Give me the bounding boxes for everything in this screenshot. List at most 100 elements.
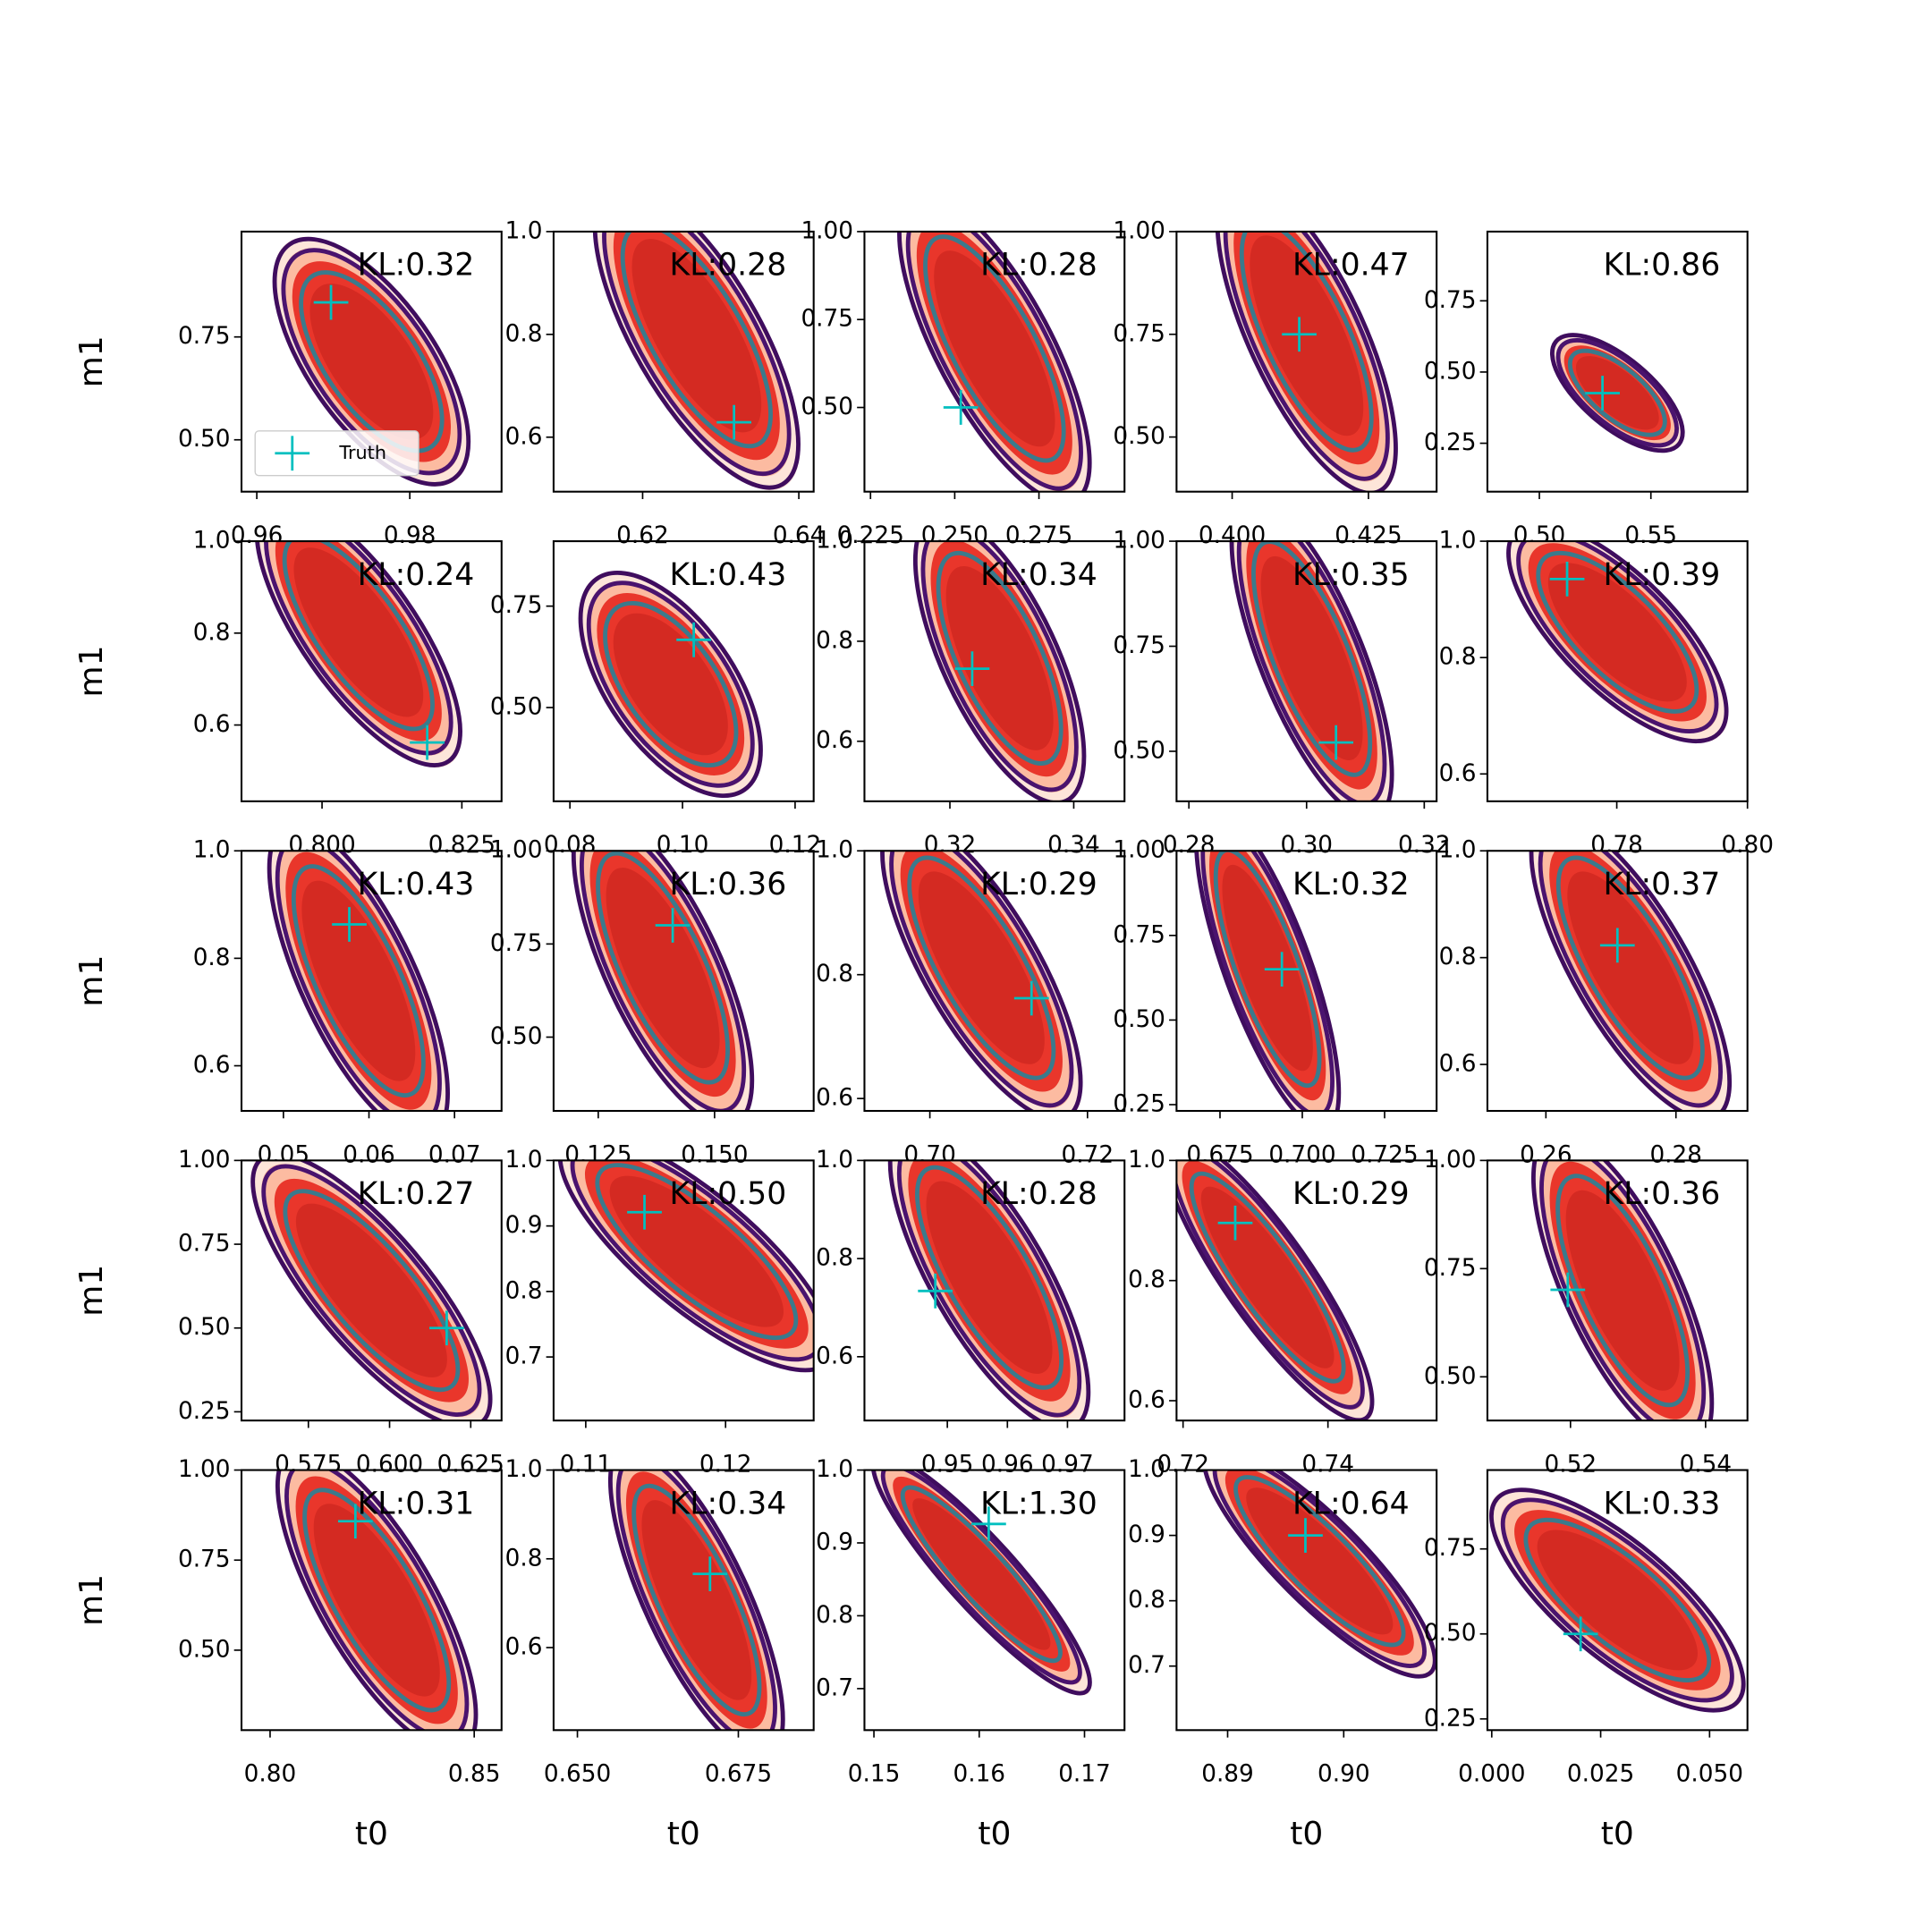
kl-annotation: KL:0.43 [358, 867, 475, 902]
y-tick-label: 0.8 [1128, 1587, 1165, 1614]
axes-frame [1486, 1469, 1749, 1732]
kl-annotation: KL:0.43 [670, 557, 787, 593]
truth-marker [627, 1194, 662, 1230]
axes-frame [552, 230, 815, 493]
kl-annotation: KL:0.34 [980, 557, 1097, 593]
y-axis-label: m1 [73, 335, 110, 387]
y-tick-label: 1.0 [816, 1147, 853, 1174]
y-tick-label: 0.50 [1113, 737, 1165, 764]
x-tick-label: 0.52 [1545, 1452, 1597, 1479]
density-contour [1176, 1160, 1375, 1421]
y-tick-label: 0.75 [178, 1546, 231, 1573]
axes-frame [240, 540, 503, 802]
y-tick-label: 1.00 [490, 837, 543, 864]
axes-frame [552, 850, 815, 1113]
density-contour [620, 231, 773, 449]
kl-annotation: KL:0.47 [1292, 248, 1410, 284]
y-tick-label: 0.6 [816, 1085, 853, 1112]
density-contour [1500, 1497, 1734, 1703]
density-fill [631, 239, 762, 433]
axes-frame [863, 1469, 1126, 1732]
y-axis-label: m1 [73, 955, 110, 1007]
density-fill [295, 1203, 447, 1377]
x-tick-label: 0.000 [1458, 1761, 1525, 1788]
x-tick-label: 0.55 [1624, 522, 1677, 549]
density-contour [302, 1487, 452, 1713]
kl-annotation: KL:0.32 [1292, 867, 1410, 902]
y-tick-label: 1.0 [1128, 1147, 1165, 1174]
density-contour [275, 1470, 479, 1731]
truth-marker [1599, 928, 1635, 963]
x-tick-label: 0.32 [1398, 832, 1451, 859]
kl-annotation: KL:0.35 [1292, 557, 1410, 593]
density-contour [880, 1470, 1082, 1685]
density [887, 1160, 1091, 1421]
y-tick-label: 0.7 [816, 1674, 853, 1701]
truth-marker [716, 404, 752, 440]
x-tick-label: 0.64 [773, 522, 826, 549]
x-tick-label: 0.74 [1301, 1452, 1354, 1479]
density-contour [1538, 851, 1723, 1108]
density-contour [1555, 1174, 1690, 1408]
density [254, 541, 462, 768]
y-tick-label: 0.50 [178, 1314, 231, 1341]
y-tick-label: 1.0 [816, 837, 853, 864]
y-tick-label: 1.00 [1424, 1147, 1477, 1174]
density-contour [1539, 1160, 1707, 1421]
truth-marker [313, 284, 349, 320]
x-axis-label: t0 [1601, 1816, 1634, 1852]
density-fill [1250, 235, 1364, 436]
density-contour [1233, 1475, 1406, 1648]
density [250, 1160, 493, 1421]
x-tick-label: 0.11 [560, 1452, 613, 1479]
x-tick-label: 0.97 [1041, 1452, 1094, 1479]
density-fill [606, 868, 720, 1069]
y-tick-label: 1.0 [816, 528, 853, 555]
kl-annotation: KL:0.36 [670, 867, 787, 902]
y-tick-label: 0.6 [505, 1634, 543, 1661]
truth-marker [1549, 561, 1585, 597]
x-tick-label: 0.34 [1047, 832, 1100, 859]
x-tick-label: 0.600 [356, 1452, 423, 1479]
density [1215, 231, 1398, 492]
kl-annotation: KL:1.30 [980, 1486, 1097, 1521]
density-contour [1251, 541, 1373, 777]
density-contour [570, 1160, 814, 1362]
density [1229, 541, 1394, 801]
density-contour [1555, 338, 1680, 448]
density-contour [920, 541, 1079, 792]
density-contour [595, 1163, 799, 1341]
kl-annotation: KL:0.28 [980, 248, 1097, 284]
y-tick-label: 1.0 [1439, 837, 1477, 864]
x-axis-label: t0 [978, 1816, 1011, 1852]
density [275, 1470, 479, 1731]
density-contour [897, 231, 1092, 492]
y-tick-label: 0.25 [1424, 1705, 1477, 1732]
density-fill [945, 566, 1054, 750]
y-tick-label: 1.00 [178, 1147, 231, 1174]
kl-annotation: KL:0.28 [670, 248, 787, 284]
density-contour [1229, 541, 1394, 801]
x-axis-label: t0 [355, 1816, 388, 1852]
y-tick-label: 0.9 [816, 1529, 853, 1555]
density-contour [896, 1160, 1082, 1418]
x-tick-label: 0.80 [244, 1761, 297, 1788]
kl-annotation: KL:0.36 [1604, 1176, 1721, 1212]
y-tick-label: 1.0 [1128, 1456, 1165, 1483]
kl-annotation: KL:0.32 [358, 248, 475, 284]
density-contour [267, 851, 450, 1111]
density-contour [261, 1164, 482, 1417]
density-contour [1516, 541, 1719, 733]
x-tick-label: 0.050 [1676, 1761, 1743, 1788]
density-contour [1213, 851, 1322, 1089]
y-tick-label: 0.75 [490, 930, 543, 957]
density [880, 851, 1083, 1111]
density-fill [1547, 563, 1687, 702]
truth-marker [410, 724, 445, 760]
truth-marker [1264, 952, 1300, 987]
y-axis-label: m1 [73, 645, 110, 697]
y-tick-label: 0.50 [801, 394, 853, 420]
y-axis-label: m1 [73, 1265, 110, 1317]
density-fill [1260, 555, 1363, 760]
